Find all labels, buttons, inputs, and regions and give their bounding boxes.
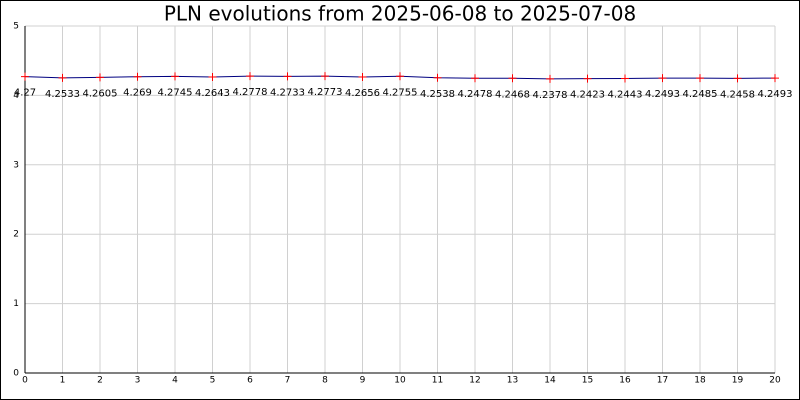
marker (583, 74, 592, 83)
value-label: 4.2423 (570, 90, 605, 101)
value-label: 4.2733 (270, 87, 305, 98)
y-tick-label: 0 (13, 369, 19, 379)
y-tick-label: 1 (13, 299, 19, 309)
value-label: 4.2643 (195, 88, 230, 99)
value-label: 4.2745 (158, 87, 193, 98)
x-tick-label: 17 (657, 376, 668, 386)
x-tick-label: 18 (694, 376, 706, 386)
y-tick-label: 3 (13, 160, 19, 170)
value-label: 4.2605 (83, 88, 118, 99)
x-tick-label: 11 (432, 376, 443, 386)
x-tick-label: 4 (172, 376, 178, 386)
x-tick-label: 15 (582, 376, 593, 386)
marker (621, 74, 629, 83)
y-tick-label: 2 (13, 230, 19, 240)
value-label: 4.2478 (458, 89, 493, 100)
y-tick-label: 5 (13, 22, 19, 32)
marker (321, 72, 329, 81)
marker (283, 72, 292, 81)
marker (508, 74, 517, 83)
marker (433, 73, 442, 82)
marker (96, 73, 104, 82)
value-label: 4.2538 (420, 89, 455, 100)
x-tick-label: 3 (135, 376, 141, 386)
value-label: 4.27 (14, 88, 36, 99)
marker (58, 73, 67, 82)
marker (471, 74, 479, 83)
value-label: 4.2755 (383, 87, 418, 98)
value-label: 4.2468 (495, 89, 530, 100)
x-tick-label: 8 (322, 376, 328, 386)
x-tick-label: 0 (22, 376, 28, 386)
value-label: 4.2656 (345, 88, 380, 99)
value-label: 4.2773 (308, 87, 343, 98)
value-label: 4.2533 (45, 89, 80, 100)
x-tick-label: 16 (619, 376, 631, 386)
marker (171, 72, 179, 81)
x-tick-label: 7 (285, 376, 291, 386)
x-tick-label: 20 (769, 376, 781, 386)
value-label: 4.2378 (533, 90, 568, 101)
chart-title: PLN evolutions from 2025-06-08 to 2025-0… (164, 2, 636, 26)
marker (133, 72, 142, 81)
marker (658, 74, 667, 83)
value-label: 4.2493 (758, 89, 793, 100)
marker (21, 72, 29, 81)
x-tick-label: 12 (469, 376, 480, 386)
x-tick-label: 10 (394, 376, 406, 386)
value-label: 4.2443 (608, 89, 643, 100)
value-label: 4.2458 (720, 89, 755, 100)
marker (733, 74, 742, 83)
x-tick-label: 19 (732, 376, 744, 386)
x-tick-label: 13 (507, 376, 518, 386)
x-tick-label: 2 (97, 376, 103, 386)
value-label: 4.2485 (683, 89, 718, 100)
x-tick-label: 6 (247, 376, 253, 386)
value-label: 4.2778 (233, 87, 268, 98)
value-label: 4.269 (123, 88, 152, 99)
x-tick-label: 14 (544, 376, 556, 386)
value-label: 4.2493 (645, 89, 680, 100)
y-tick-label: 4 (13, 91, 19, 101)
marker (396, 72, 404, 81)
x-tick-label: 1 (60, 376, 66, 386)
marker (546, 74, 554, 83)
x-tick-label: 9 (360, 376, 366, 386)
marker (358, 72, 367, 81)
marker (208, 73, 217, 82)
x-tick-label: 5 (210, 376, 216, 386)
marker (246, 72, 254, 81)
marker (771, 74, 779, 83)
marker (696, 74, 704, 83)
